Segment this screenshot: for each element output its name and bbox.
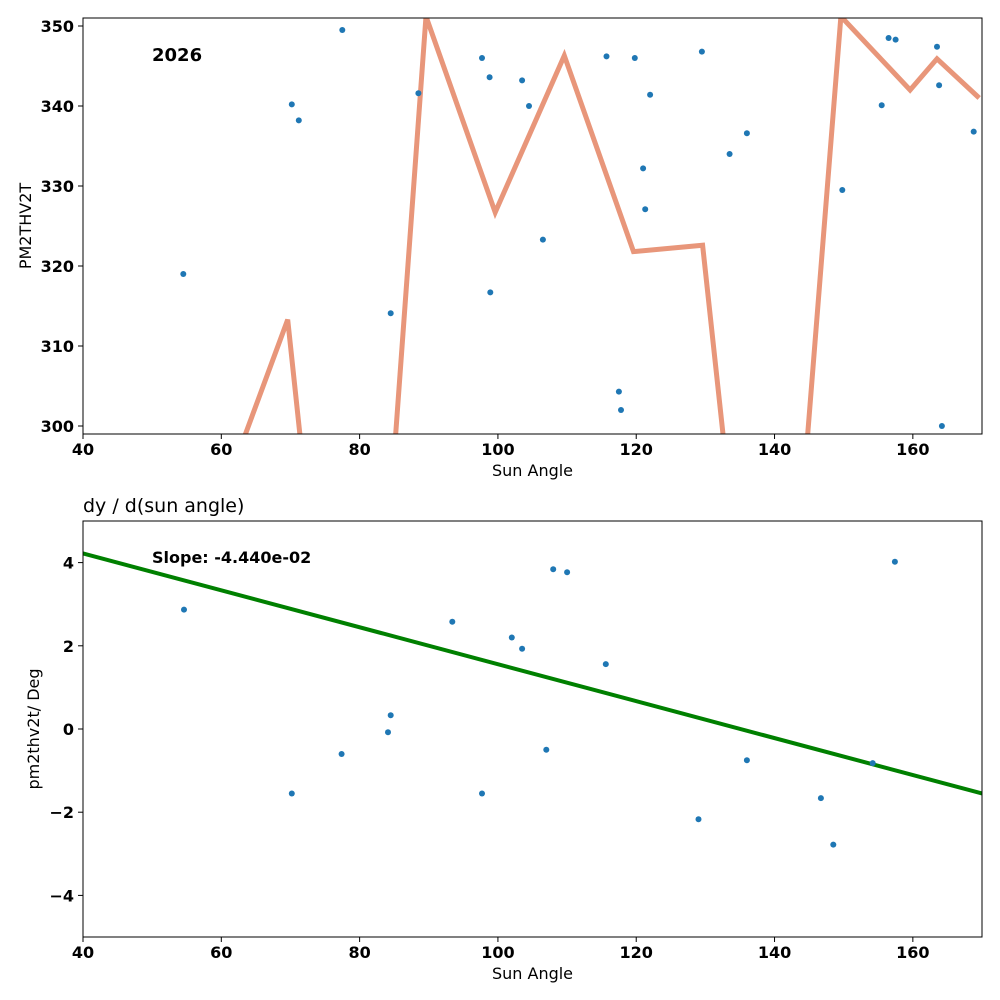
data-point: [385, 729, 391, 736]
y-tick-label: 340: [41, 97, 74, 116]
data-point: [519, 645, 526, 652]
data-point: [970, 128, 977, 135]
data-point: [743, 130, 750, 137]
data-point: [618, 407, 624, 413]
chart-annotation: 2026: [152, 45, 202, 66]
data-point: [698, 48, 705, 55]
x-tick-label: 120: [620, 943, 653, 962]
data-point: [508, 634, 515, 641]
data-point: [387, 712, 394, 719]
series-line: [242, 18, 981, 434]
data-point: [543, 746, 550, 753]
x-axis-label: Sun Angle: [492, 461, 573, 480]
data-point: [415, 90, 422, 97]
x-axis-label: Sun Angle: [492, 964, 573, 983]
chart-panel-1: 40 60 80 100 120 140 160 300 310 320 330 340 350 Sun …: [16, 17, 983, 480]
y-tick-label: −2: [49, 803, 74, 822]
data-point: [640, 165, 647, 172]
y-tick-label: 330: [41, 177, 74, 196]
plot-frame: [82, 520, 983, 938]
data-point: [338, 751, 345, 757]
x-tick-label: 80: [348, 440, 370, 459]
y-tick-label: −4: [49, 886, 74, 905]
data-point: [603, 53, 610, 60]
y-tick-label: 2: [63, 637, 74, 656]
data-point: [695, 816, 702, 823]
data-point: [936, 82, 943, 89]
data-point: [479, 55, 485, 61]
data-point: [642, 206, 649, 213]
data-point: [602, 661, 609, 668]
x-tick-label: 100: [481, 943, 514, 962]
data-point: [934, 43, 940, 50]
y-tick-label: 310: [41, 337, 74, 356]
y-axis-label: PM2THV2T: [16, 183, 35, 270]
data-point: [615, 388, 622, 395]
chart-annotation: Slope: -4.440e-02: [152, 548, 311, 567]
data-point: [938, 423, 945, 429]
x-tick-label: 40: [72, 943, 94, 962]
data-point: [817, 795, 824, 802]
plot-area: [180, 18, 981, 434]
x-tick-label: 120: [620, 440, 653, 459]
plot-area: [83, 551, 982, 848]
data-point: [726, 151, 733, 157]
x-tick-label: 60: [210, 943, 232, 962]
x-tick-label: 160: [896, 943, 929, 962]
x-tick-label: 40: [72, 440, 94, 459]
y-axis-label: pm2thv2t/ Deg: [24, 668, 43, 789]
data-point: [479, 790, 485, 797]
y-tick-label: 0: [63, 720, 74, 739]
y-tick-label: 320: [41, 257, 74, 276]
y-tick-label: 300: [41, 417, 74, 436]
data-point: [839, 187, 846, 193]
data-point: [526, 103, 532, 109]
data-point: [387, 310, 394, 317]
data-point: [885, 35, 892, 41]
data-point: [830, 841, 837, 848]
data-point: [550, 566, 557, 573]
data-point: [647, 91, 654, 98]
data-point: [295, 117, 302, 124]
data-point: [339, 27, 346, 33]
data-point: [743, 757, 750, 764]
x-tick-label: 60: [210, 440, 232, 459]
data-point: [181, 606, 187, 613]
chart-panel-2: 40 60 80 100 120 140 160 −4 −2 0 2 4 Sun Angle pm2thv…: [24, 495, 983, 983]
y-tick-label: 350: [41, 17, 74, 36]
data-point: [288, 790, 295, 797]
chart-title: dy / d(sun angle): [83, 495, 244, 517]
data-point: [631, 55, 638, 61]
x-tick-label: 140: [758, 943, 791, 962]
data-point: [869, 760, 876, 767]
data-point: [519, 77, 526, 84]
data-point: [892, 36, 899, 43]
data-point: [539, 236, 546, 243]
x-tick-label: 100: [481, 440, 514, 459]
data-point: [288, 101, 295, 108]
data-point: [180, 271, 187, 277]
x-tick-label: 140: [758, 440, 791, 459]
data-point: [564, 569, 571, 576]
y-tick-label: 4: [63, 554, 74, 573]
plot-frame: [82, 17, 983, 435]
data-point: [878, 102, 885, 109]
x-tick-label: 80: [348, 943, 370, 962]
data-point: [486, 74, 493, 81]
x-tick-label: 160: [896, 440, 929, 459]
data-point: [487, 289, 494, 296]
fit-line: [83, 551, 982, 796]
data-point: [449, 618, 456, 625]
data-point: [891, 558, 898, 565]
